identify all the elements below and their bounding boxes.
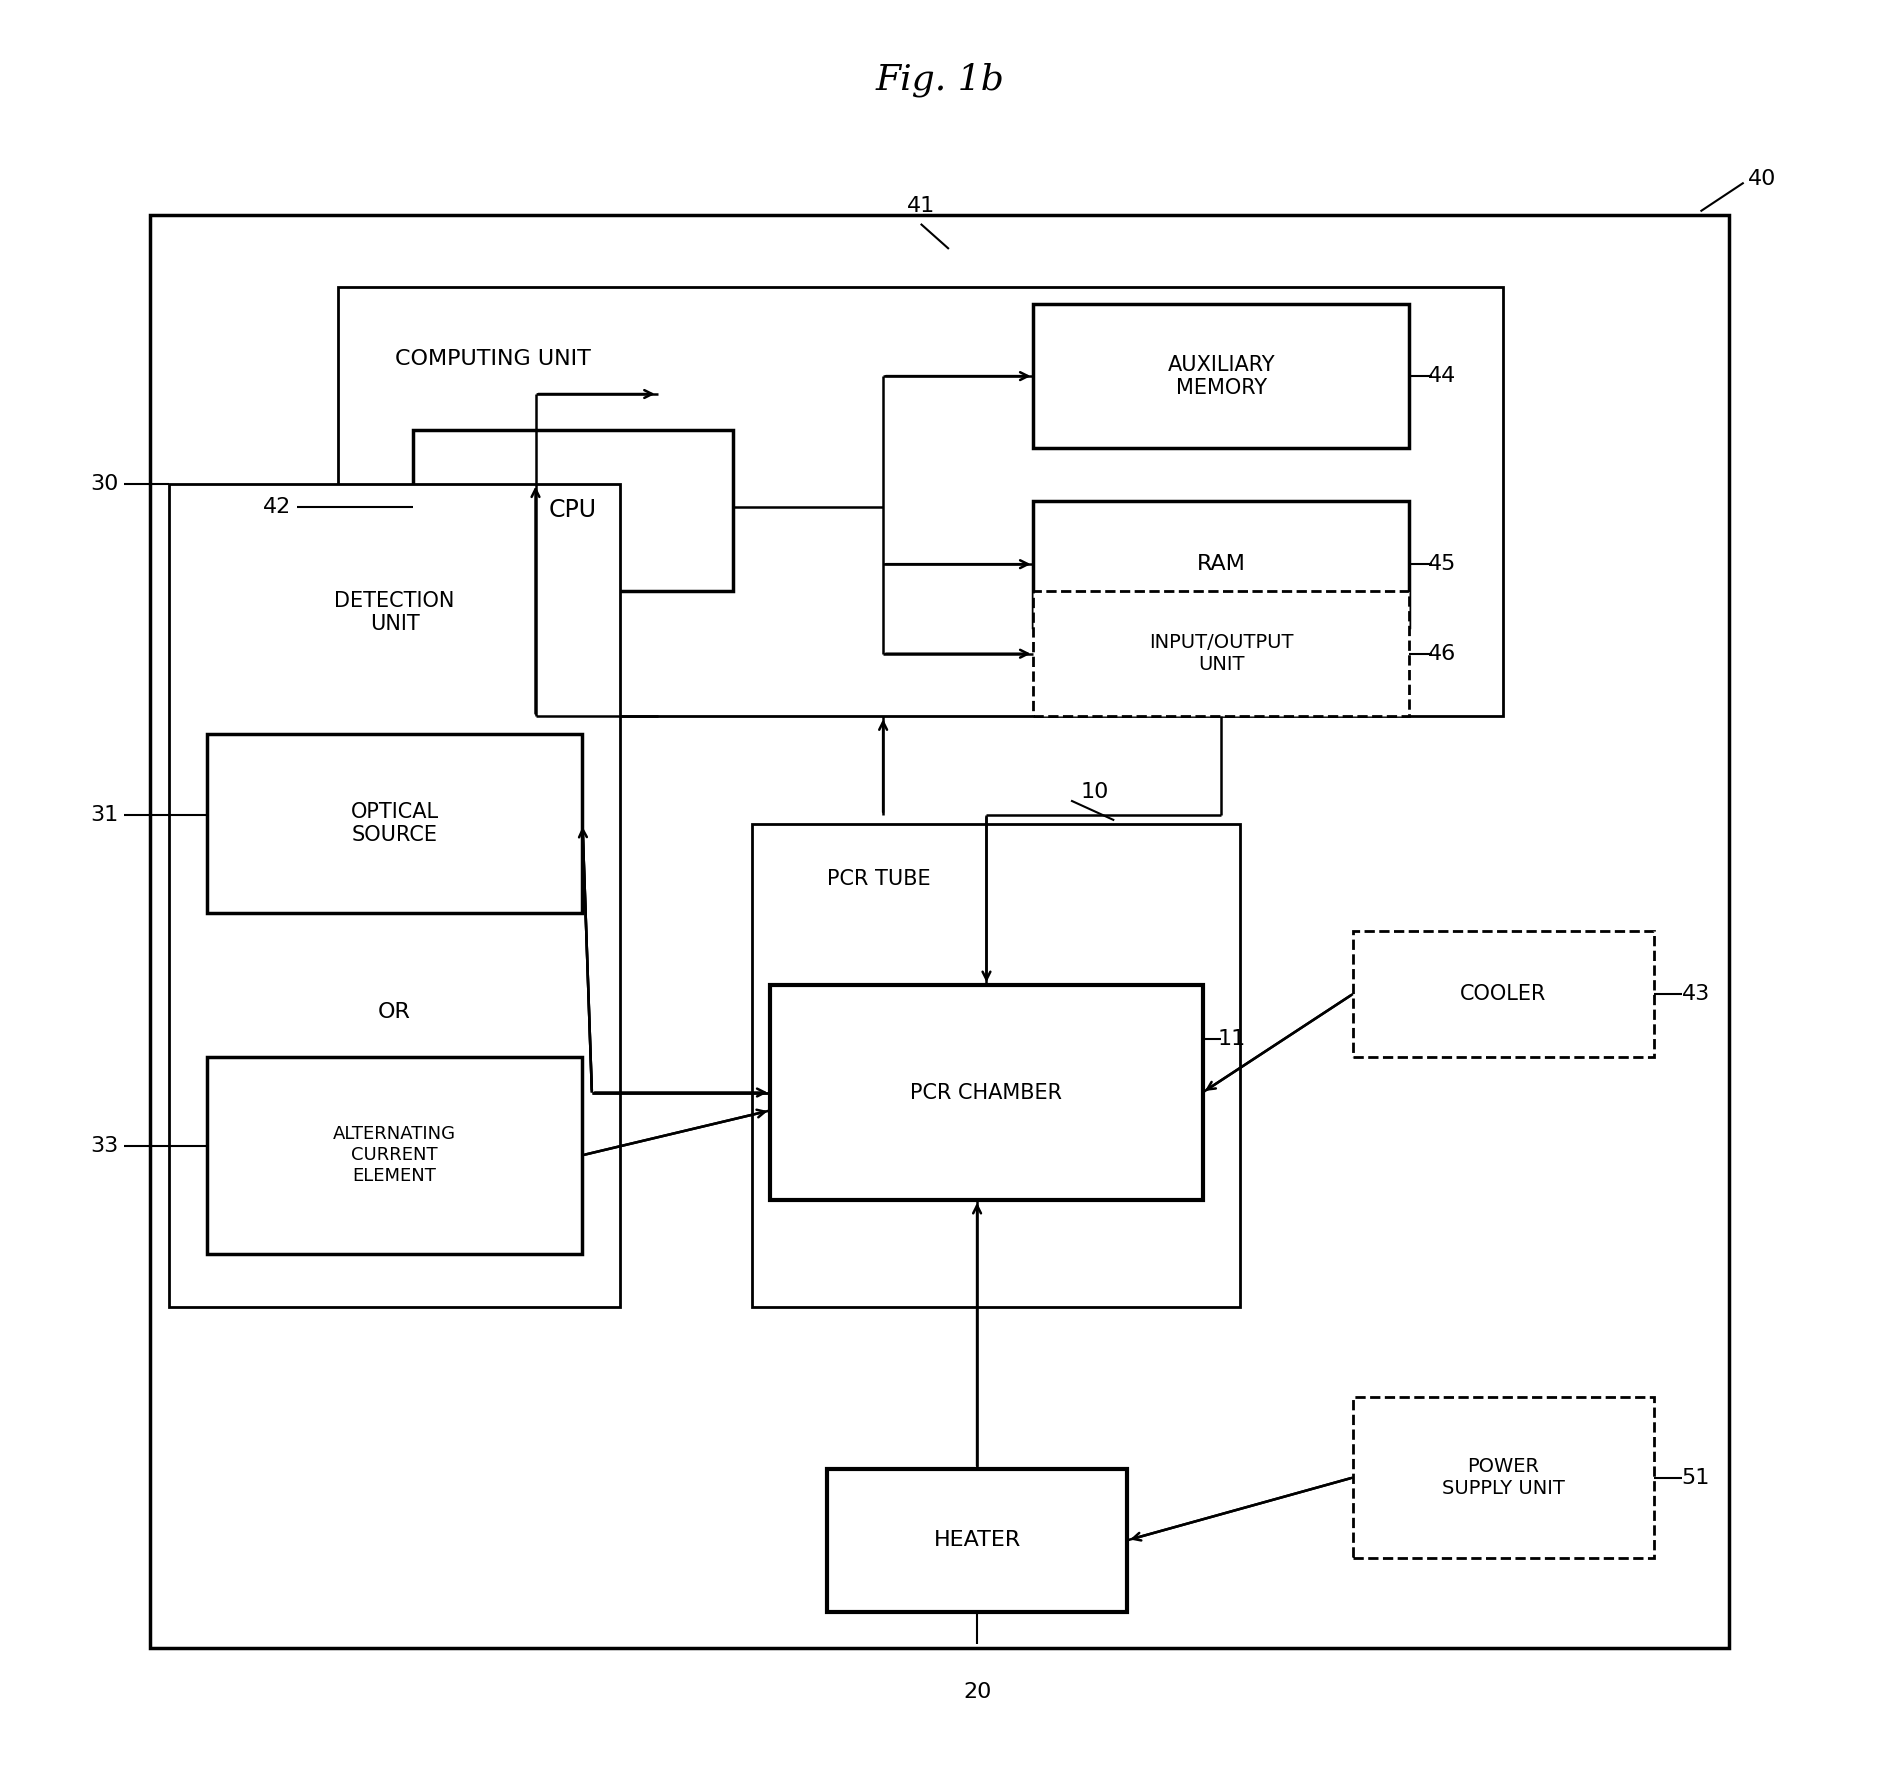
Text: 11: 11 [1218, 1028, 1246, 1050]
Text: 10: 10 [1080, 781, 1109, 802]
Bar [413, 430, 733, 591]
Bar [338, 287, 1503, 716]
Text: INPUT/OUTPUT
UNIT: INPUT/OUTPUT UNIT [1150, 634, 1293, 673]
Bar [770, 985, 1203, 1200]
Text: Fig. 1b: Fig. 1b [876, 63, 1003, 97]
Bar [150, 215, 1729, 1648]
Text: 30: 30 [90, 473, 118, 494]
Bar [1033, 591, 1409, 716]
Text: 33: 33 [90, 1135, 118, 1157]
Text: OPTICAL
SOURCE: OPTICAL SOURCE [351, 802, 438, 845]
Bar [1353, 1397, 1654, 1558]
Text: ALTERNATING
CURRENT
ELEMENT: ALTERNATING CURRENT ELEMENT [333, 1125, 457, 1186]
Bar [1033, 304, 1409, 448]
Text: DETECTION
UNIT: DETECTION UNIT [334, 591, 455, 634]
Text: 42: 42 [263, 496, 291, 518]
Bar [169, 484, 620, 1307]
Text: 31: 31 [90, 804, 118, 826]
Bar [207, 1057, 582, 1254]
Bar [752, 824, 1240, 1307]
Bar [827, 1469, 1127, 1612]
Bar [207, 734, 582, 913]
Text: POWER
SUPPLY UNIT: POWER SUPPLY UNIT [1441, 1458, 1565, 1497]
Text: 51: 51 [1682, 1467, 1710, 1488]
Text: OR: OR [378, 1001, 412, 1023]
Text: 46: 46 [1428, 643, 1456, 664]
Text: CPU: CPU [549, 498, 598, 523]
Text: RAM: RAM [1197, 553, 1246, 575]
Text: PCR CHAMBER: PCR CHAMBER [911, 1082, 1062, 1103]
Text: AUXILIARY
MEMORY: AUXILIARY MEMORY [1167, 355, 1276, 398]
Text: 40: 40 [1747, 168, 1776, 190]
Text: COOLER: COOLER [1460, 983, 1546, 1005]
Text: 43: 43 [1682, 983, 1710, 1005]
Text: 41: 41 [906, 195, 936, 217]
Text: 20: 20 [962, 1682, 992, 1703]
Bar [1353, 931, 1654, 1057]
Text: COMPUTING UNIT: COMPUTING UNIT [395, 349, 590, 369]
Text: 44: 44 [1428, 365, 1456, 387]
Text: PCR TUBE: PCR TUBE [827, 869, 930, 888]
Text: HEATER: HEATER [934, 1530, 1020, 1551]
Text: 45: 45 [1428, 553, 1456, 575]
Bar [1033, 501, 1409, 627]
